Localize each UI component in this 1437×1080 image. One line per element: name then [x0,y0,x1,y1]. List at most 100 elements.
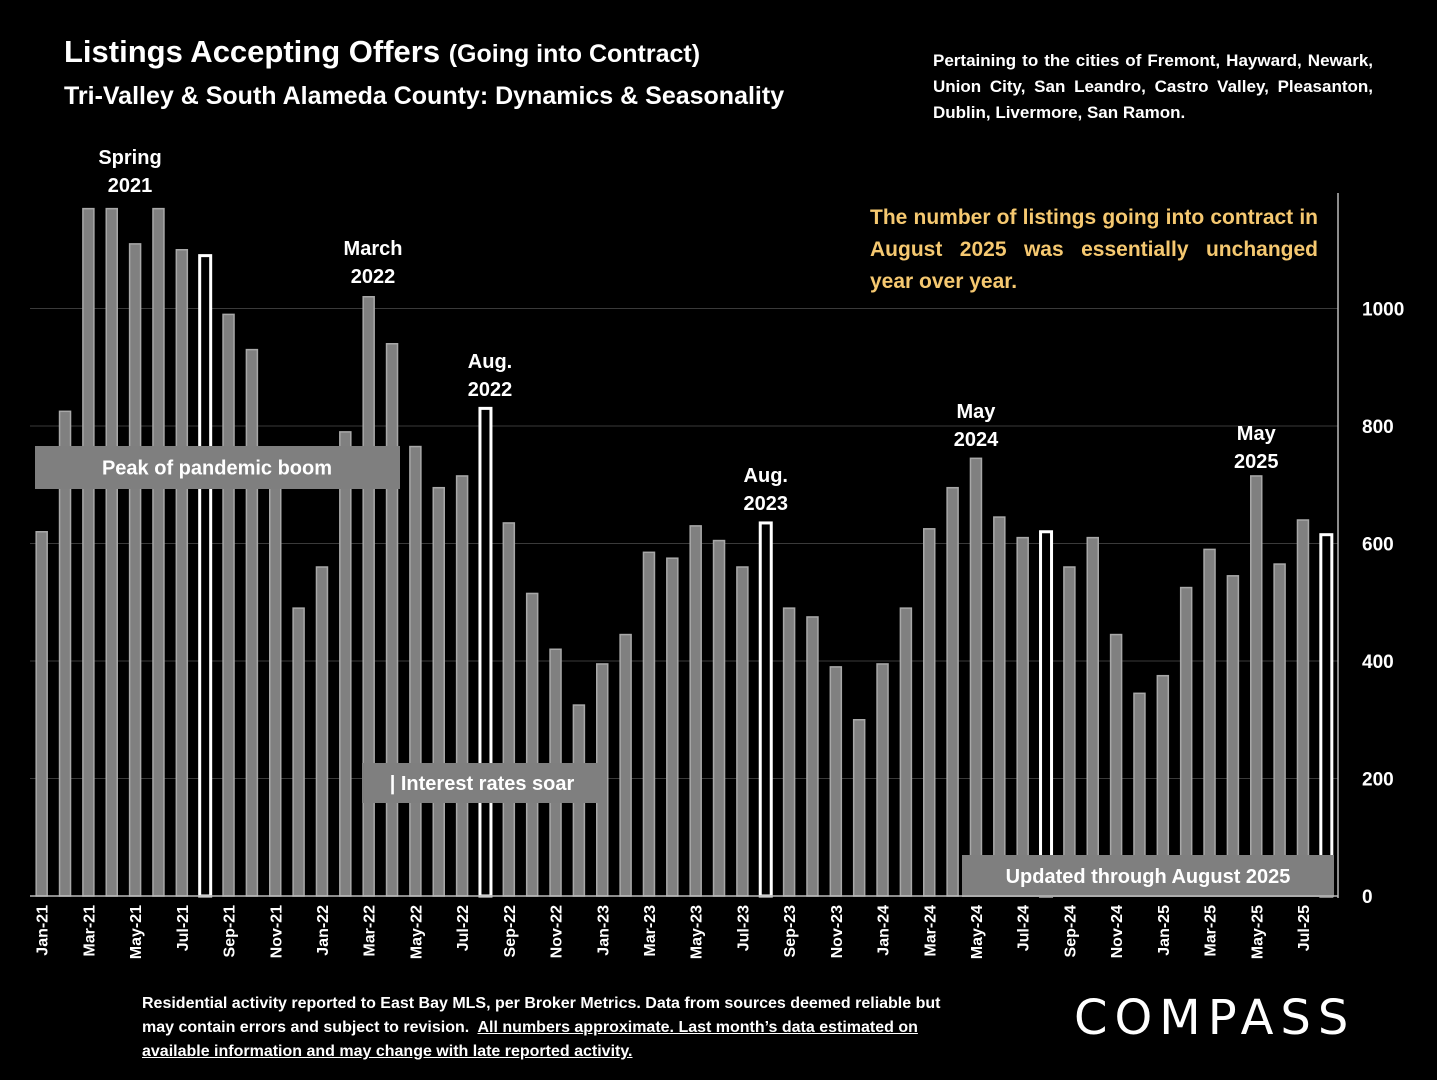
annotation-text: 2023 [744,493,789,515]
compass-logo: COMPASS [1074,990,1356,1046]
label-boxes: Peak of pandemic boom | Interest rates so… [35,446,1334,897]
bar-Feb-22 [339,431,352,897]
label-box-text: Updated through August 2025 [1006,866,1291,888]
title-text: Listings Accepting Offers [64,34,441,69]
x-tick-label: Sep-23 [782,905,799,958]
bar-Aug-21 [198,254,213,898]
footer-note-underlined: All numbers approximate. Last month’s da… [142,1019,918,1060]
annotation-text: Aug. [744,465,788,487]
x-tick-label: Mar-21 [81,905,98,957]
bar-Sep-21 [222,313,235,897]
bar-Apr-24 [946,486,959,897]
x-tick-label: Sep-22 [502,905,519,958]
x-tick-label: Jan-25 [1156,905,1173,956]
callout-text: The number of listings going into contra… [870,206,1318,293]
title-paren: (Going into Contract) [448,40,701,68]
bar-Jul-25 [1296,519,1310,897]
bar-Nov-23 [829,666,843,897]
x-tick-label: Sep-21 [222,905,239,958]
x-tick-label: Mar-23 [642,905,659,957]
x-tick-label: Jan-22 [315,905,332,956]
bar-Jan-21 [35,531,48,897]
bar-May-23 [689,525,702,897]
bar-Nov-21 [269,484,282,897]
x-tick-label: Jul-25 [1296,905,1313,951]
x-tick-label: Jul-23 [735,905,752,951]
annotation-text: 2021 [108,175,153,197]
label-box [362,763,600,803]
bar-May-25 [1250,475,1263,897]
cities-note: Pertaining to the cities of Fremont, Hay… [933,51,1373,122]
label-box [962,855,1334,897]
x-tick-label: Nov-22 [549,905,566,958]
x-tick-label: Jan-23 [595,905,612,956]
bar-Oct-22 [525,592,539,897]
bar-Oct-23 [806,616,819,897]
bar-Jun-24 [993,516,1006,897]
x-tick-label: Nov-24 [1109,905,1126,958]
annotation-text: May [1237,423,1277,445]
x-tick-label: May-23 [689,905,706,959]
y-axis: 0 200 400 600 800 1000 [30,193,1404,908]
bar-Apr-21 [105,207,118,897]
x-tick-label: Jul-24 [1016,905,1033,951]
bar-Apr-25 [1226,575,1240,897]
bar-Oct-21 [245,348,259,897]
bar-Jan-24 [876,663,889,897]
bar-May-21 [128,243,142,897]
label-box-text: | Interest rates soar [390,773,575,795]
bar-Jul-24 [1016,536,1029,897]
bar-Aug-24 [1039,530,1054,898]
x-tick-label: Sep-24 [1062,905,1079,958]
label-box-text: Peak of pandemic boom [102,458,332,480]
annotation-text: March [344,238,403,260]
x-tick-label: May-25 [1249,905,1266,959]
x-tick-label: Mar-25 [1203,905,1220,957]
y-tick-label: 800 [1362,417,1394,438]
x-tick-label: Mar-24 [922,905,939,957]
y-tick-label: 400 [1362,652,1394,673]
bar-Mar-25 [1203,548,1216,897]
y-tick-label: 200 [1362,770,1394,791]
bar-Mar-22 [362,296,375,897]
bar-Mar-23 [642,551,656,897]
bar-Oct-24 [1086,536,1099,897]
bar-Mar-24 [923,528,936,897]
annotation-text: 2022 [351,266,396,288]
bar-Jun-22 [432,486,445,897]
bar-Feb-25 [1179,586,1193,897]
x-tick-label: Jan-24 [876,905,893,956]
title-block: Listings Accepting Offers (Going into Co… [64,32,784,112]
bar-Apr-23 [666,557,679,897]
x-tick-label: Nov-21 [268,905,285,958]
x-tick-label: Jul-22 [455,905,472,951]
bar-Jun-21 [152,207,165,897]
bar-Mar-21 [82,207,95,897]
x-tick-label: Nov-23 [829,905,846,958]
bar-Sep-23 [782,607,796,897]
bar-Jul-21 [175,249,189,897]
x-tick-label: May-21 [128,905,145,959]
x-tick-label: Jul-21 [175,905,192,951]
bar-Sep-22 [502,522,516,897]
bar-Jan-22 [315,566,329,897]
footer-note-plain: Residential activity reported to East Ba… [142,995,941,1036]
bar-May-22 [409,445,422,897]
label-box [35,446,400,489]
bar-Dec-23 [852,719,866,897]
x-tick-label: May-22 [408,905,425,959]
bar-Dec-21 [292,607,305,897]
bar-Aug-23 [758,521,773,898]
annotation-text: Aug. [468,351,512,373]
bar-Sep-24 [1063,566,1076,897]
bar-Jun-25 [1273,563,1286,897]
annotation-text: 2022 [468,379,513,401]
x-tick-label: May-24 [969,905,986,959]
bar-Feb-23 [619,633,632,897]
x-axis: Jan-21 Mar-21 May-21 Jul-21 Sep-21 Nov-21 Jan-… [35,905,1313,959]
annotation-text: Spring [98,147,161,169]
annotations: Spring 2021 March 2022 Aug. 2022 Aug. 2023 May 20… [98,147,1278,515]
bar-Jul-23 [736,566,749,897]
bar-May-24 [969,457,983,897]
x-tick-label: Jan-21 [35,905,52,956]
